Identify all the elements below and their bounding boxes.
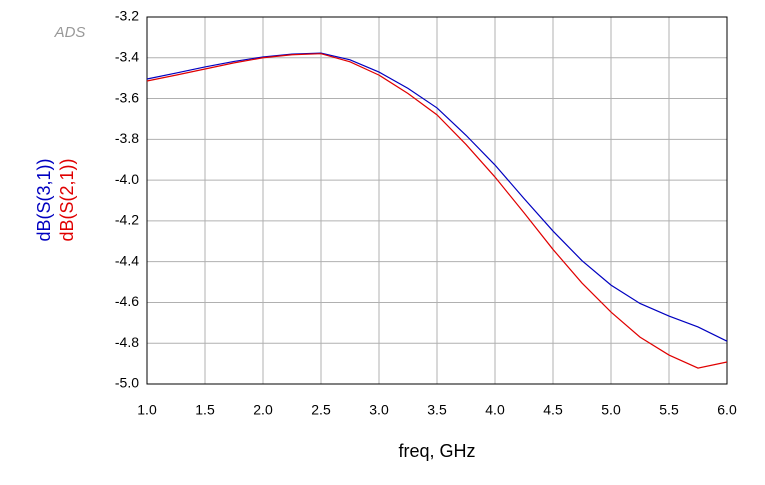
y-tick-label: -4.6: [115, 293, 139, 309]
y-tick-label: -4.8: [115, 334, 139, 350]
y-tick-label: -4.0: [115, 171, 139, 187]
x-tick-label: 2.0: [253, 402, 273, 418]
x-tick-label: 5.0: [601, 402, 621, 418]
x-tick-label: 4.0: [485, 402, 505, 418]
x-tick-label: 4.5: [543, 402, 563, 418]
x-tick-label: 6.0: [717, 402, 737, 418]
y-tick-label: -3.4: [115, 48, 139, 64]
x-tick-label: 1.0: [137, 402, 157, 418]
y-tick-label: -3.6: [115, 89, 139, 105]
y-tick-label: -4.4: [115, 252, 139, 268]
y-tick-label: -3.8: [115, 130, 139, 146]
legend-label: dB(S(2,1)): [57, 158, 77, 241]
x-tick-label: 3.5: [427, 402, 447, 418]
x-tick-label: 5.5: [659, 402, 679, 418]
plot-frame: [146, 16, 728, 385]
series-line: [146, 53, 728, 369]
x-tick-label: 1.5: [195, 402, 215, 418]
series-line: [146, 52, 728, 342]
y-tick-label: -4.2: [115, 212, 139, 228]
x-axis-label: freq, GHz: [398, 441, 475, 461]
logo: ADS: [54, 24, 86, 41]
y-tick-label: -3.2: [115, 8, 139, 24]
x-tick-label: 2.5: [311, 402, 331, 418]
y-tick-label: -5.0: [115, 375, 139, 391]
x-tick-label: 3.0: [369, 402, 389, 418]
legend-label: dB(S(3,1)): [34, 158, 54, 241]
